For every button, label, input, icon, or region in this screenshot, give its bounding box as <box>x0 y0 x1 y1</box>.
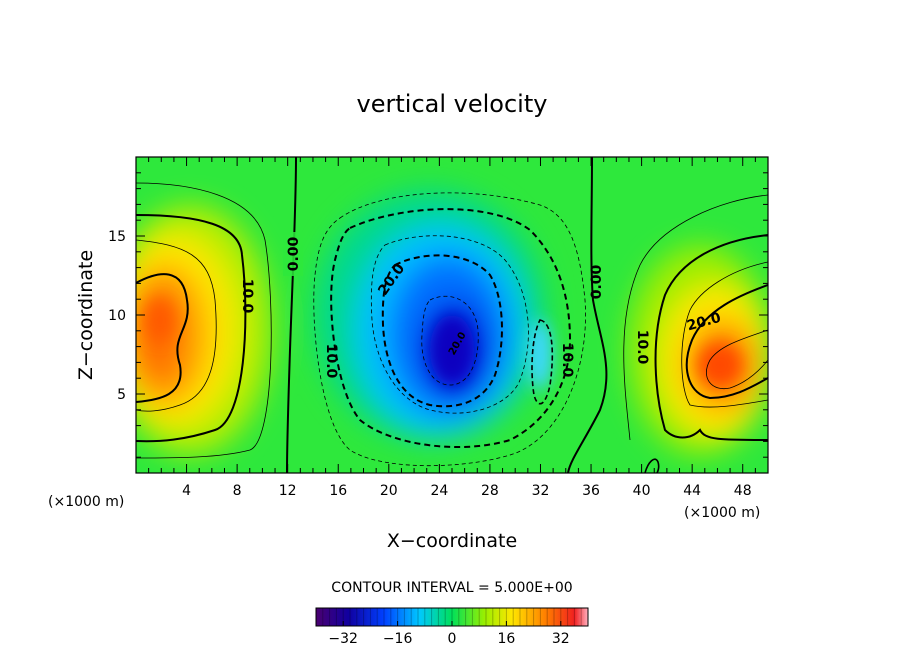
x-unit-label: (×1000 m) <box>684 505 760 521</box>
y-tick-label: 5 <box>117 387 126 403</box>
x-tick-label: 32 <box>532 483 550 499</box>
heatmap-field <box>136 157 768 473</box>
z-unit-label: (×1000 m) <box>48 494 124 510</box>
y-axis: 5 10 15 <box>108 172 768 458</box>
y-tick-label: 10 <box>108 308 126 324</box>
x-tick-label: 36 <box>582 483 600 499</box>
x-tick-label: 44 <box>683 483 701 499</box>
x-tick-label: 48 <box>734 483 752 499</box>
contour-label: 0.00 <box>589 264 605 299</box>
colorbar: −32 −16 0 16 32 <box>315 607 589 647</box>
x-tick-label: 20 <box>380 483 398 499</box>
x-tick-label: 24 <box>430 483 448 499</box>
x-tick-label: 28 <box>481 483 499 499</box>
contour-label: 10.0 <box>323 344 339 379</box>
x-tick-label: 12 <box>279 483 297 499</box>
contour-label: 10.0 <box>634 330 650 365</box>
x-axis: 4 8 12 16 20 24 28 32 36 40 44 48 <box>148 157 756 499</box>
x-tick-label: 40 <box>633 483 651 499</box>
contour-label: 10.0 <box>239 279 255 314</box>
x-tick-label: 16 <box>329 483 347 499</box>
y-axis-label: Z−coordinate <box>75 250 97 380</box>
colorbar-tick-label: −32 <box>328 631 358 647</box>
x-axis-label: X−coordinate <box>387 530 517 552</box>
colorbar-tick-label: 32 <box>552 631 570 647</box>
chart-title: vertical velocity <box>357 90 548 118</box>
colorbar-tick-label: −16 <box>383 631 413 647</box>
y-tick-label: 15 <box>108 229 126 245</box>
contour-label: 10.0 <box>559 343 575 378</box>
x-tick-label: 4 <box>182 483 191 499</box>
contour-label: 0.00 <box>286 236 302 271</box>
x-tick-label: 8 <box>233 483 242 499</box>
colorbar-tick-label: 0 <box>448 631 457 647</box>
colorbar-tick-label: 16 <box>497 631 515 647</box>
contour-interval: CONTOUR INTERVAL = 5.000E+00 <box>331 580 572 596</box>
